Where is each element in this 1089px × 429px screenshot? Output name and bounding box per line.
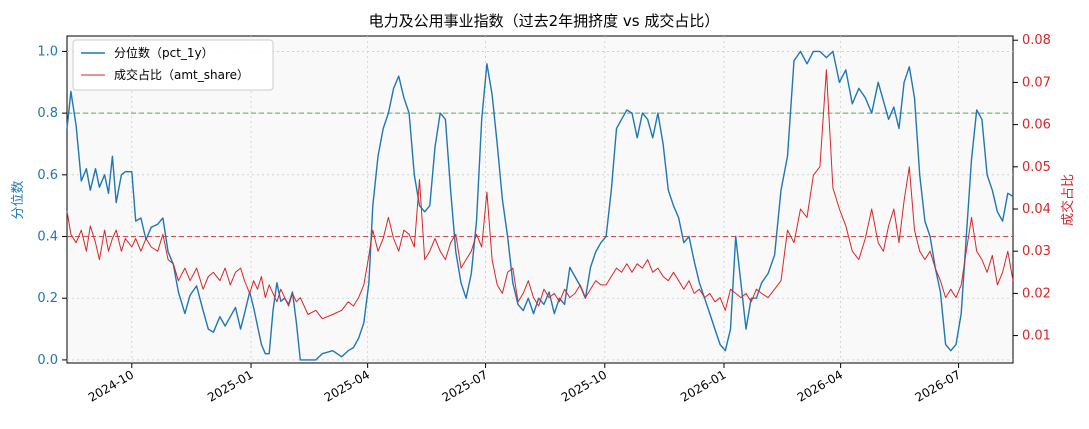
y-right-label: 成交占比 xyxy=(1060,174,1076,226)
x-tick-label: 2025-04 xyxy=(322,367,372,404)
series-lines xyxy=(66,50,1014,361)
x-tick-label: 2026-01 xyxy=(678,367,728,404)
reference-lines xyxy=(67,112,1013,238)
y-right-tick-label: 0.02 xyxy=(1022,286,1051,301)
series-line-amt xyxy=(66,69,1014,320)
y-left-tick-label: 1.0 xyxy=(37,44,58,59)
y-left-tick-label: 0.0 xyxy=(37,353,58,368)
x-tick-label: 2026-07 xyxy=(913,367,963,404)
y-left-tick-label: 0.4 xyxy=(37,230,58,245)
legend-label-pct: 分位数（pct_1y） xyxy=(114,45,214,60)
x-tick-label: 2026-04 xyxy=(795,367,845,404)
y-left-tick-label: 0.8 xyxy=(37,106,58,121)
x-tick-label: 2024-10 xyxy=(86,367,136,404)
y-right-tick-label: 0.08 xyxy=(1022,33,1051,48)
y-left-tick-label: 0.6 xyxy=(37,168,58,183)
y-right-tick-label: 0.05 xyxy=(1022,160,1051,175)
chart-title: 电力及公用事业指数（过去2年拥挤度 vs 成交占比） xyxy=(369,12,720,30)
legend-box xyxy=(72,39,274,91)
y-right-tick-label: 0.03 xyxy=(1022,244,1051,259)
x-tick-label: 2025-07 xyxy=(440,367,490,404)
y-right-tick-label: 0.04 xyxy=(1022,202,1051,217)
x-tick-label: 2025-10 xyxy=(559,367,609,404)
y-left-label: 分位数 xyxy=(11,180,26,219)
legend-label-amt: 成交占比（amt_share） xyxy=(114,67,249,82)
x-tick-label: 2025-01 xyxy=(205,367,255,404)
series-line-pct xyxy=(66,50,1014,361)
legend: 分位数（pct_1y） 成交占比（amt_share） xyxy=(72,39,274,91)
y-right-tick-label: 0.06 xyxy=(1022,118,1051,133)
y-right-tick-label: 0.01 xyxy=(1022,329,1051,344)
y-right-tick-label: 0.07 xyxy=(1022,75,1051,90)
y-left-tick-label: 0.2 xyxy=(37,291,58,306)
